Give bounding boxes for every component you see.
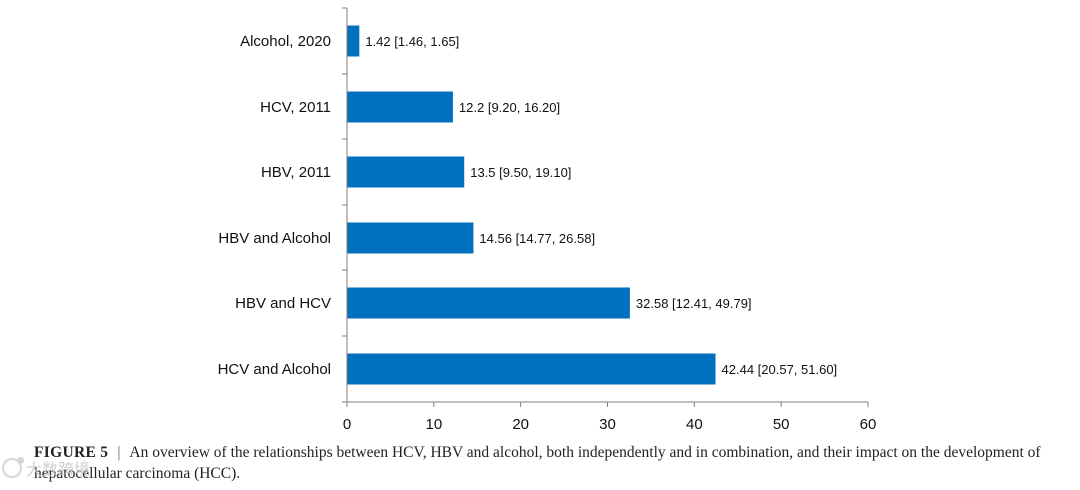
x-tick-label-5: 50	[773, 416, 790, 433]
category-label-1: HCV, 2011	[260, 99, 331, 116]
bar-5	[347, 353, 716, 385]
data-label-5: 42.44 [20.57, 51.60]	[722, 362, 838, 377]
figure-caption: FIGURE 5 | An overview of the relationship…	[34, 442, 1074, 484]
category-label-3: HBV and Alcohol	[218, 230, 331, 247]
x-tick-label-3: 30	[599, 416, 616, 433]
axes-layer: Alcohol, 2020 1.42 [1.46, 1.65] HCV, 2011 1…	[218, 7, 877, 433]
bar-1	[347, 91, 453, 123]
x-tick-label-6: 60	[860, 416, 877, 433]
figure-label: FIGURE 5	[34, 444, 109, 461]
data-label-4: 32.58 [12.41, 49.79]	[636, 296, 752, 311]
category-label-5: HCV and Alcohol	[218, 361, 331, 378]
bar-4	[347, 287, 630, 319]
bar-0	[347, 25, 360, 57]
x-tick-label-4: 40	[686, 416, 703, 433]
watermark-logo-icon	[2, 457, 24, 478]
bars-layer	[347, 25, 716, 385]
x-tick-label-2: 20	[512, 416, 529, 433]
data-label-1: 12.2 [9.20, 16.20]	[459, 100, 560, 115]
bar-chart: Alcohol, 2020 1.42 [1.46, 1.65] HCV, 2011 1…	[218, 7, 877, 433]
category-label-2: HBV, 2011	[261, 164, 331, 181]
bar-3	[347, 222, 474, 254]
data-label-0: 1.42 [1.46, 1.65]	[365, 34, 459, 49]
category-label-4: HBV and HCV	[235, 295, 331, 312]
caption-separator: |	[117, 444, 121, 461]
x-tick-label-0: 0	[343, 416, 351, 433]
data-label-3: 14.56 [14.77, 26.58]	[479, 231, 595, 246]
category-label-0: Alcohol, 2020	[240, 33, 331, 50]
x-tick-label-1: 10	[425, 416, 442, 433]
data-label-2: 13.5 [9.50, 19.10]	[470, 165, 571, 180]
bar-2	[347, 156, 465, 188]
caption-text: An overview of the relationships between…	[34, 444, 1041, 482]
